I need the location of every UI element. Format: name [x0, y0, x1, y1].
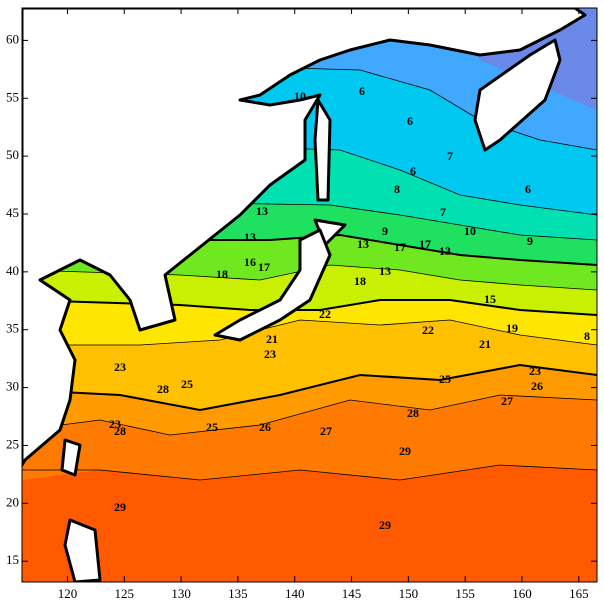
contour-label: 21 [266, 332, 278, 346]
contour-label: 22 [319, 307, 331, 321]
y-tick-label: 40 [6, 263, 19, 278]
contour-label: 13 [244, 230, 256, 244]
contour-label: 13 [379, 264, 391, 278]
y-tick-label: 50 [6, 147, 19, 162]
y-tick-label: 15 [6, 552, 19, 567]
contour-label: 6 [359, 84, 365, 98]
contour-label: 19 [506, 321, 518, 335]
contour-label: 15 [484, 292, 496, 306]
y-tick-label: 25 [6, 436, 19, 451]
contour-label: 17 [258, 260, 270, 274]
x-tick-label: 155 [455, 586, 475, 601]
contour-label: 6 [525, 182, 531, 196]
contour-label: 23 [529, 364, 541, 378]
y-tick-label: 20 [6, 494, 19, 509]
land [22, 8, 587, 582]
x-tick-label: 145 [342, 586, 362, 601]
x-tick-label: 130 [171, 586, 191, 601]
contour-label: 13 [256, 204, 268, 218]
y-tick-label: 30 [6, 379, 19, 394]
contour-label: 8 [394, 182, 400, 196]
contour-label: 10 [464, 224, 476, 238]
contour-label: 18 [216, 267, 228, 281]
x-tick-label: 160 [512, 586, 532, 601]
contour-label: 10 [294, 89, 306, 103]
contour-label: 21 [479, 337, 491, 351]
contour-label: 27 [320, 424, 332, 438]
x-tick-label: 125 [115, 586, 135, 601]
contour-label: 28 [407, 406, 419, 420]
contour-label: 28 [157, 382, 169, 396]
contour-label: 6 [407, 114, 413, 128]
y-tick-label: 35 [6, 321, 19, 336]
x-tick-label: 135 [228, 586, 248, 601]
contour-label: 26 [531, 379, 543, 393]
contour-label: 7 [440, 205, 446, 219]
contour-label: 16 [244, 255, 256, 269]
contour-label: 17 [419, 237, 431, 251]
contour-label: 23 [109, 417, 121, 431]
y-tick-label: 60 [6, 31, 19, 46]
x-tick-label: 120 [58, 586, 78, 601]
contour-label: 13 [439, 244, 451, 258]
x-tick-label: 165 [569, 586, 589, 601]
contour-label: 23 [114, 360, 126, 374]
contour-label: 27 [501, 394, 513, 408]
x-tick-label: 140 [285, 586, 305, 601]
contour-label: 29 [399, 444, 411, 458]
contour-label: 9 [382, 224, 388, 238]
plot-frame [21, 7, 598, 583]
contour-label: 18 [354, 274, 366, 288]
contour-label: 28 [114, 424, 126, 438]
x-tick-label: 150 [399, 586, 419, 601]
contour-label: 7 [447, 149, 453, 163]
contour-label: 25 [181, 377, 193, 391]
contour-label: 23 [264, 347, 276, 361]
contour-label: 25 [206, 420, 218, 434]
contour-label: 29 [114, 500, 126, 514]
y-tick-label: 45 [6, 205, 19, 220]
contour-label: 17 [394, 240, 406, 254]
contour-label: 25 [439, 372, 451, 386]
contour-label: 22 [422, 323, 434, 337]
contour-label: 13 [357, 237, 369, 251]
contour-label: 26 [259, 420, 271, 434]
temperature-field [22, 8, 597, 582]
contour-label: 6 [410, 164, 416, 178]
contour-label: 29 [379, 518, 391, 532]
y-tick-label: 55 [6, 89, 19, 104]
contour-label: 8 [584, 329, 590, 343]
contour-label: 9 [527, 234, 533, 248]
